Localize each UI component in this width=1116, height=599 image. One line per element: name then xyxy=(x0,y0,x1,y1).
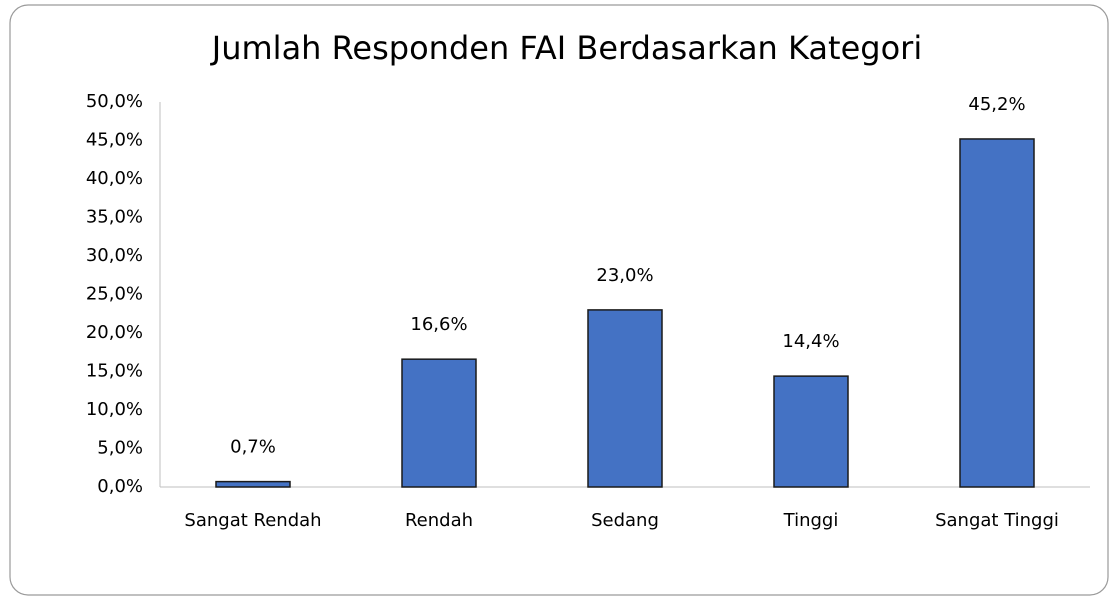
chart-frame xyxy=(9,4,1109,596)
bar xyxy=(587,309,663,488)
x-tick-label: Tinggi xyxy=(783,510,839,531)
x-tick-label: Sangat Rendah xyxy=(184,510,321,531)
y-tick-label: 5,0% xyxy=(97,438,143,459)
y-tick-label: 15,0% xyxy=(86,361,143,382)
y-tick-label: 40,0% xyxy=(86,168,143,189)
bar xyxy=(401,358,477,488)
x-tick-label: Sedang xyxy=(591,510,659,531)
value-label: 16,6% xyxy=(410,314,467,335)
y-tick-label: 45,0% xyxy=(86,130,143,151)
x-tick-label: Sangat Tinggi xyxy=(935,510,1059,531)
y-tick-label: 10,0% xyxy=(86,399,143,420)
y-tick-label: 20,0% xyxy=(86,322,143,343)
bar xyxy=(773,375,849,488)
chart-title: Jumlah Responden FAI Berdasarkan Kategor… xyxy=(210,29,922,67)
bar xyxy=(215,480,291,488)
value-label: 0,7% xyxy=(230,437,276,458)
y-tick-label: 35,0% xyxy=(86,207,143,228)
value-label: 14,4% xyxy=(782,331,839,352)
y-tick-label: 25,0% xyxy=(86,284,143,305)
value-label: 45,2% xyxy=(968,94,1025,115)
value-label: 23,0% xyxy=(596,265,653,286)
y-tick-label: 30,0% xyxy=(86,245,143,266)
x-tick-label: Rendah xyxy=(405,510,473,531)
y-tick-label: 0,0% xyxy=(97,476,143,497)
bar xyxy=(959,138,1035,488)
y-tick-label: 50,0% xyxy=(86,91,143,112)
